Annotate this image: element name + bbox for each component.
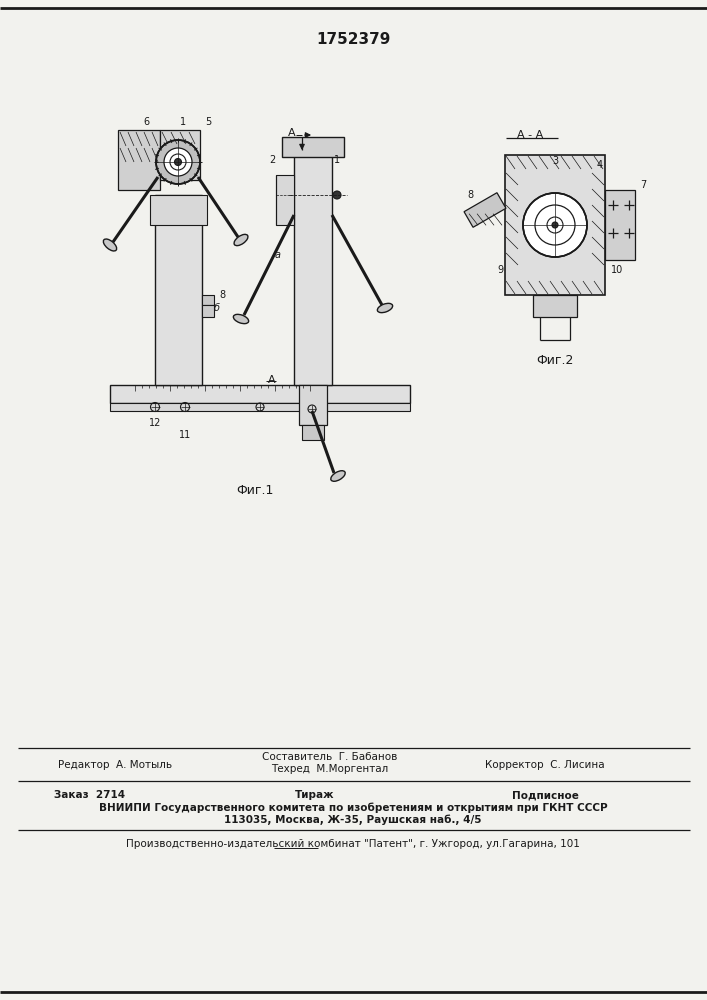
Text: A - A: A - A: [517, 130, 543, 140]
Bar: [202, 295, 214, 305]
Bar: [294, 155, 332, 385]
Text: 4: 4: [597, 160, 603, 170]
Ellipse shape: [233, 314, 249, 324]
Bar: [282, 137, 344, 157]
Text: 9: 9: [497, 265, 503, 275]
Polygon shape: [464, 193, 506, 227]
Bar: [276, 175, 294, 225]
Text: 7: 7: [640, 180, 646, 190]
Text: 2: 2: [269, 155, 275, 165]
Ellipse shape: [103, 239, 117, 251]
Circle shape: [175, 158, 182, 165]
Ellipse shape: [234, 234, 248, 246]
Circle shape: [164, 148, 192, 176]
Bar: [110, 385, 410, 403]
Text: 113035, Москва, Ж-35, Раушская наб., 4/5: 113035, Москва, Ж-35, Раушская наб., 4/5: [224, 815, 481, 825]
Text: 1: 1: [334, 155, 340, 165]
Bar: [160, 130, 200, 180]
Text: 10: 10: [611, 265, 623, 275]
Text: Корректор  С. Лисина: Корректор С. Лисина: [485, 760, 604, 770]
Bar: [605, 190, 635, 260]
Text: Составитель  Г. Бабанов: Составитель Г. Бабанов: [262, 752, 397, 762]
Text: 5: 5: [205, 117, 211, 127]
Text: Техред  М.Моргентал: Техред М.Моргентал: [271, 764, 389, 774]
Text: Редактор  А. Мотыль: Редактор А. Мотыль: [58, 760, 172, 770]
Text: 1752379: 1752379: [316, 32, 390, 47]
Text: Фиг.2: Фиг.2: [537, 354, 573, 366]
Bar: [505, 155, 605, 295]
Text: Тираж: Тираж: [296, 790, 334, 800]
Text: 12: 12: [148, 418, 161, 428]
Text: 3: 3: [552, 156, 558, 166]
Circle shape: [156, 140, 200, 184]
Bar: [155, 195, 202, 385]
Text: 8: 8: [467, 190, 473, 200]
Text: б: б: [214, 303, 220, 313]
Text: Фиг.1: Фиг.1: [236, 485, 274, 497]
Text: 6: 6: [143, 117, 149, 127]
Bar: [110, 403, 410, 411]
Text: a: a: [275, 250, 281, 260]
Circle shape: [523, 193, 587, 257]
Text: 1: 1: [180, 117, 186, 127]
Text: Производственно-издательский комбинат "Патент", г. Ужгород, ул.Гагарина, 101: Производственно-издательский комбинат "П…: [126, 839, 580, 849]
Text: 8: 8: [219, 290, 225, 300]
Text: Заказ  2714: Заказ 2714: [54, 790, 126, 800]
Ellipse shape: [378, 303, 392, 313]
Bar: [302, 425, 324, 440]
Ellipse shape: [331, 471, 345, 481]
Text: 11: 11: [179, 430, 191, 440]
Bar: [299, 385, 327, 425]
Text: ВНИИПИ Государственного комитета по изобретениям и открытиям при ГКНТ СССР: ВНИИПИ Государственного комитета по изоб…: [99, 803, 607, 813]
Bar: [202, 305, 214, 317]
Bar: [118, 130, 160, 190]
Text: A: A: [268, 375, 276, 385]
Text: Подписное: Подписное: [512, 790, 578, 800]
Circle shape: [552, 222, 558, 228]
Bar: [533, 295, 577, 317]
Circle shape: [333, 191, 341, 199]
Text: A: A: [288, 128, 296, 138]
Bar: [150, 195, 207, 225]
